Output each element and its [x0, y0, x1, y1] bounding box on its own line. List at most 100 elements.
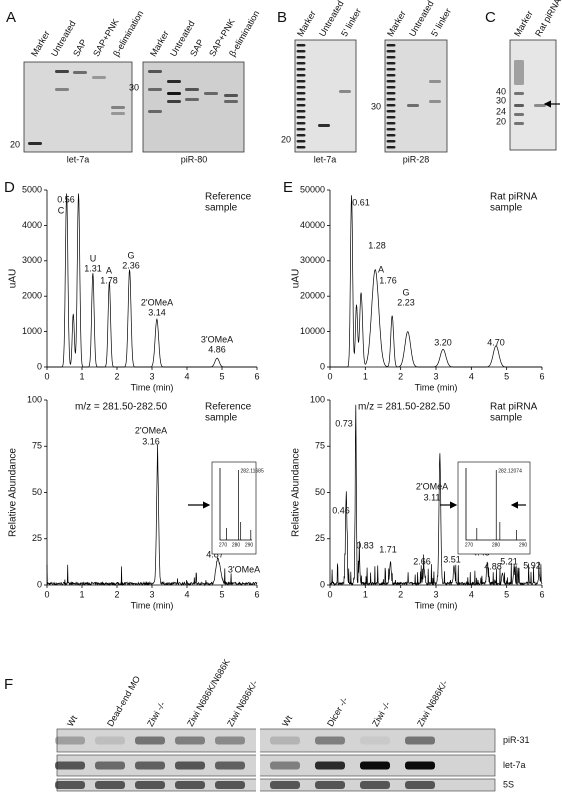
gel-band	[296, 44, 306, 47]
peak-time: 5.92	[523, 560, 541, 570]
y-tick-label: 50000	[300, 184, 325, 194]
gel-band	[148, 110, 162, 113]
x-tick-label: 3	[433, 371, 438, 381]
gel-band	[167, 92, 181, 95]
peak-time: 1.28	[368, 240, 386, 250]
peak-time: 1.78	[100, 275, 118, 285]
x-axis-label: Time (min)	[131, 600, 174, 610]
inset	[457, 461, 531, 555]
peak-name: 3'OMeA	[201, 334, 233, 344]
x-tick-label: 2	[398, 371, 403, 381]
sample-label: sample	[205, 203, 238, 214]
trace	[329, 404, 543, 587]
gel-band	[167, 80, 181, 83]
lane-label: Dead-end MO	[105, 674, 142, 728]
peak-name: C	[58, 205, 65, 215]
y-tick-label: 0	[37, 361, 42, 371]
inset-trace	[226, 470, 252, 540]
gel-band	[296, 62, 306, 65]
blot-band	[175, 736, 205, 745]
gel-band	[296, 98, 306, 101]
gel-band	[296, 116, 306, 119]
gel-band	[386, 146, 396, 149]
y-tick-label: 5000	[22, 184, 42, 194]
x-tick-label: 5	[219, 371, 224, 381]
y-tick-label: 0	[320, 361, 325, 371]
gel-band	[386, 104, 396, 107]
lane-label: SAP	[188, 38, 206, 59]
gel-band	[386, 50, 396, 53]
sample-label: sample	[490, 203, 523, 214]
panel-label: B	[277, 9, 287, 26]
gel-band	[28, 142, 42, 145]
sample-label: Reference	[205, 402, 252, 413]
inset-x-tick: 280	[232, 542, 241, 548]
peak-time: 0.83	[356, 540, 374, 550]
gel-band	[407, 104, 419, 107]
inset-x-tick: 290	[519, 542, 528, 548]
inset	[211, 461, 257, 555]
blot-band	[270, 761, 300, 770]
lane-label: Ziwi N686K/N686K	[185, 657, 232, 728]
gel-band	[296, 80, 306, 83]
blot-band	[175, 781, 205, 789]
blot-band	[270, 736, 300, 745]
gel-band	[224, 100, 238, 103]
gel-band	[296, 104, 306, 107]
lane-label: SAP	[71, 38, 89, 59]
trace	[46, 444, 258, 587]
gel-band	[204, 92, 218, 95]
peak-time: 0.46	[332, 505, 350, 515]
gel-band	[514, 104, 524, 107]
gel-band	[429, 100, 441, 103]
peak-time: 2.36	[122, 260, 140, 270]
blot-band	[360, 781, 390, 789]
y-tick-label: 100	[310, 394, 325, 404]
y-tick-label: 25	[315, 533, 325, 543]
sample-label: sample	[205, 413, 238, 424]
peak-time: 4.88	[484, 561, 502, 571]
peak-name: 2'OMeA	[135, 425, 167, 435]
gel	[142, 61, 245, 153]
blot-band	[405, 781, 435, 789]
gel-band	[318, 124, 330, 127]
row-label: 5S	[503, 779, 514, 789]
sample-label: sample	[490, 413, 523, 424]
gel-band	[386, 56, 396, 59]
y-tick-label: 2000	[22, 291, 42, 301]
blot-band	[360, 736, 390, 745]
gel-band	[296, 56, 306, 59]
blot-band	[135, 781, 165, 789]
inset-trace	[476, 470, 517, 540]
peak-time: 0.73	[335, 418, 353, 428]
x-tick-label: 1	[363, 589, 368, 599]
gel-band	[167, 100, 181, 103]
blot-band	[405, 761, 435, 770]
blot-band	[55, 736, 85, 745]
lane-label: 5' linker	[339, 7, 363, 39]
gel-band	[386, 128, 396, 131]
gel-caption: let-7a	[314, 154, 337, 164]
y-tick-label: 10000	[300, 326, 325, 336]
blot-band	[360, 761, 390, 770]
blot-strip	[56, 728, 496, 753]
row-label: piR-31	[503, 735, 530, 745]
inset-peak: 282.11685	[240, 468, 263, 474]
gel-band	[386, 140, 396, 143]
marker-label: 24	[496, 106, 506, 116]
gel-band	[514, 92, 524, 95]
gel-band	[386, 80, 396, 83]
mz-range: m/z = 281.50-282.50	[75, 402, 167, 413]
peak-time: 2.66	[413, 556, 431, 566]
inset-x-tick: 270	[465, 542, 474, 548]
x-tick-label: 0	[327, 371, 332, 381]
gel-band	[185, 98, 199, 101]
gel-band	[55, 70, 69, 73]
marker-label: 20	[10, 139, 20, 149]
peak-time: 1.76	[379, 275, 397, 285]
peak-name: A	[378, 264, 384, 274]
y-tick-label: 4000	[22, 220, 42, 230]
y-axis-label: Relative Abundance	[8, 448, 19, 537]
lane-label: Ziwi N686K/-	[415, 679, 449, 729]
gel-band	[296, 134, 306, 137]
